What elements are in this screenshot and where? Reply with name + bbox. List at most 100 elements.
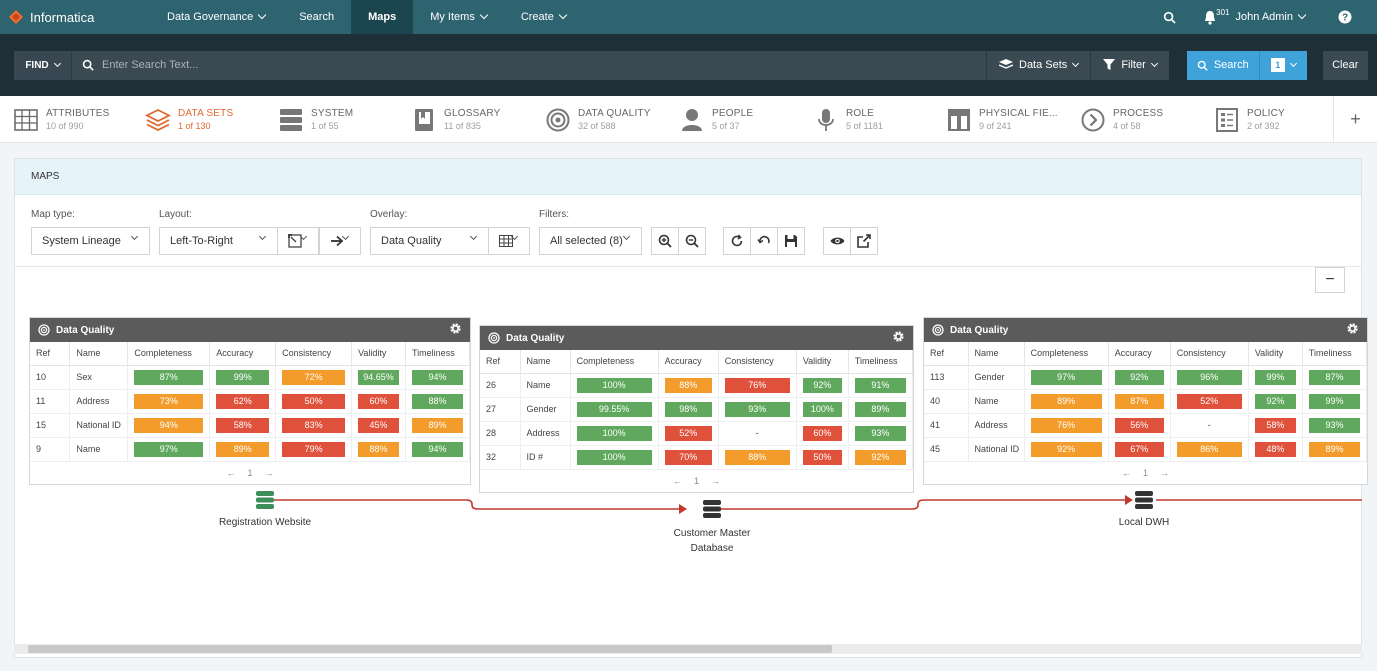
- table-row[interactable]: 28 Address 100% 52% - 60% 93%: [480, 421, 913, 446]
- card-header: Data Quality: [480, 326, 913, 350]
- column-header[interactable]: Validity: [351, 342, 407, 366]
- prev-page-icon[interactable]: ←: [226, 467, 236, 478]
- database-icon: [703, 500, 721, 518]
- column-header[interactable]: Consistency: [718, 350, 797, 374]
- brand-logo[interactable]: Informatica: [0, 0, 150, 34]
- zoom-out-button[interactable]: [678, 227, 706, 255]
- column-header[interactable]: Accuracy: [658, 350, 719, 374]
- overlay-select[interactable]: Data Quality: [370, 227, 489, 255]
- next-page-icon[interactable]: →: [264, 467, 274, 478]
- category-attributes[interactable]: ATTRIBUTES 10 of 990: [12, 96, 109, 143]
- datasets-dropdown[interactable]: Data Sets: [986, 50, 1091, 80]
- filters-select[interactable]: All selected (8): [539, 227, 642, 255]
- collapse-button[interactable]: −: [1315, 267, 1345, 293]
- help-icon[interactable]: ?: [1325, 10, 1365, 24]
- category-count: 5 of 1181: [846, 121, 883, 131]
- nav-data-governance[interactable]: Data Governance: [150, 0, 282, 34]
- table-row[interactable]: 9 Name 97% 89% 79% 88% 94%: [30, 437, 470, 462]
- table-row[interactable]: 41 Address 76% 56% - 58% 93%: [924, 413, 1367, 438]
- overlay-table-select[interactable]: [488, 227, 530, 255]
- clear-button[interactable]: Clear: [1322, 50, 1368, 80]
- table-row[interactable]: 11 Address 73% 62% 50% 60% 88%: [30, 389, 470, 414]
- column-header[interactable]: Name: [69, 342, 129, 366]
- maps-toolbar: Map type: System Lineage Layout: Left-To…: [15, 195, 1361, 267]
- save-button[interactable]: [777, 227, 805, 255]
- category-data-sets[interactable]: DATA SETS 1 of 130: [144, 96, 233, 143]
- view-button[interactable]: [823, 227, 851, 255]
- column-header[interactable]: Consistency: [1170, 342, 1249, 366]
- table-row[interactable]: 27 Gender 99.55% 98% 93% 100% 89%: [480, 397, 913, 422]
- nav-search[interactable]: Search: [282, 0, 351, 34]
- column-header[interactable]: Completeness: [570, 350, 659, 374]
- category-people[interactable]: PEOPLE 5 of 37: [678, 96, 753, 143]
- page-number[interactable]: 1: [247, 467, 253, 478]
- scrollbar-thumb[interactable]: [28, 645, 832, 653]
- table-row[interactable]: 45 National ID 92% 67% 86% 48% 89%: [924, 437, 1367, 462]
- nav-maps[interactable]: Maps: [351, 0, 414, 34]
- column-header[interactable]: Consistency: [275, 342, 353, 366]
- nav-my-items[interactable]: My Items: [413, 0, 504, 34]
- table-row[interactable]: 15 National ID 94% 58% 83% 45% 89%: [30, 413, 470, 438]
- brand-name: Informatica: [30, 9, 95, 25]
- category-glossary[interactable]: GLOSSARY 11 of 835: [410, 96, 500, 143]
- column-header[interactable]: Completeness: [127, 342, 211, 366]
- filter-dropdown[interactable]: Filter: [1090, 50, 1169, 80]
- column-header[interactable]: Timeliness: [1302, 342, 1367, 366]
- user-menu[interactable]: John Admin: [1230, 10, 1325, 23]
- search-button[interactable]: Search: [1186, 50, 1259, 80]
- table-row[interactable]: 32 ID # 100% 70% 88% 50% 92%: [480, 445, 913, 470]
- find-dropdown[interactable]: FIND: [14, 50, 72, 80]
- table-row[interactable]: 113 Gender 97% 92% 96% 99% 87%: [924, 365, 1367, 390]
- search-input[interactable]: Enter Search Text...: [72, 50, 986, 80]
- category-process[interactable]: PROCESS 4 of 58: [1079, 96, 1163, 143]
- column-header[interactable]: Ref: [30, 342, 71, 366]
- metric-cell: 76%: [718, 373, 797, 398]
- category-data-quality[interactable]: DATA QUALITY 32 of 588: [544, 96, 651, 143]
- page-number[interactable]: 1: [1142, 467, 1148, 478]
- table-row[interactable]: 10 Sex 87% 99% 72% 94.65% 94%: [30, 365, 470, 390]
- gear-icon[interactable]: [892, 330, 905, 346]
- direction-select[interactable]: [319, 227, 361, 255]
- layout-fit-select[interactable]: [277, 227, 319, 255]
- category-role[interactable]: ROLE 5 of 1181: [812, 96, 883, 143]
- column-header[interactable]: Validity: [796, 350, 849, 374]
- lineage-node-local-dwh[interactable]: Local DWH: [1100, 490, 1188, 528]
- gear-icon[interactable]: [1346, 322, 1359, 338]
- column-header[interactable]: Validity: [1248, 342, 1303, 366]
- column-header[interactable]: Name: [968, 342, 1025, 366]
- horizontal-scrollbar[interactable]: [14, 644, 1362, 654]
- column-header[interactable]: Accuracy: [1108, 342, 1171, 366]
- next-page-icon[interactable]: →: [711, 475, 720, 486]
- nav-create[interactable]: Create: [504, 0, 583, 34]
- gear-icon[interactable]: [449, 322, 462, 338]
- add-category-button[interactable]: +: [1333, 96, 1377, 143]
- lineage-node-registration-website[interactable]: Registration Website: [200, 490, 330, 528]
- column-header[interactable]: Ref: [924, 342, 969, 366]
- score-badge: 93%: [724, 401, 790, 417]
- search-icon[interactable]: [1150, 11, 1190, 24]
- prev-page-icon[interactable]: ←: [1121, 467, 1131, 478]
- export-button[interactable]: [850, 227, 878, 255]
- column-header[interactable]: Ref: [480, 350, 521, 374]
- category-policy[interactable]: POLICY 2 of 392: [1213, 96, 1285, 143]
- column-header[interactable]: Timeliness: [405, 342, 470, 366]
- next-page-icon[interactable]: →: [1160, 467, 1169, 478]
- column-header[interactable]: Completeness: [1024, 342, 1109, 366]
- lineage-node-customer-master-database[interactable]: Customer Master Database: [662, 499, 762, 556]
- category-physical-field[interactable]: PHYSICAL FIE... 9 of 241: [945, 96, 1058, 143]
- map-type-select[interactable]: System Lineage: [31, 227, 150, 255]
- score-badge: 98%: [664, 401, 712, 417]
- column-header[interactable]: Timeliness: [848, 350, 913, 374]
- category-system[interactable]: SYSTEM 1 of 55: [277, 96, 353, 143]
- page-number[interactable]: 1: [693, 475, 699, 486]
- ref-cell: 40: [924, 389, 969, 414]
- column-header[interactable]: Accuracy: [209, 342, 277, 366]
- table-row[interactable]: 40 Name 89% 87% 52% 92% 99%: [924, 389, 1367, 414]
- table-row[interactable]: 26 Name 100% 88% 76% 92% 91%: [480, 373, 913, 398]
- column-header[interactable]: Name: [520, 350, 571, 374]
- nav-label: My Items: [430, 11, 475, 23]
- search-count-dropdown[interactable]: 1: [1258, 50, 1307, 80]
- physical-field-icon: [945, 106, 973, 134]
- bell-icon[interactable]: 301: [1190, 8, 1230, 25]
- prev-page-icon[interactable]: ←: [672, 475, 682, 486]
